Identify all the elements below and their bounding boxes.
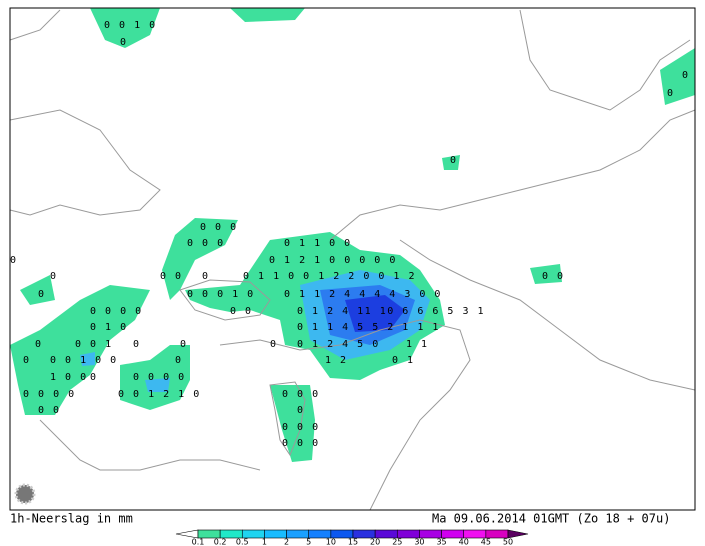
grid-value: 0 [202, 271, 210, 282]
grid-value: 0 1 1 0 0 [284, 238, 352, 249]
colorbar-label: 2 [284, 538, 289, 546]
legend-title: 1h-Neerslag in mm [10, 512, 133, 526]
grid-value: 0 0 0 0 [90, 306, 143, 317]
colorbar-label: 0.2 [214, 538, 227, 546]
grid-value: 0 [450, 155, 458, 166]
grid-value: 0 0 [230, 306, 253, 317]
colorbar-label: 30 [414, 538, 424, 546]
colorbar-label: 25 [392, 538, 402, 546]
grid-value: 1 0 0 [50, 372, 88, 383]
grid-value: 0 0 0 [282, 389, 320, 400]
colorbar-label: 10 [326, 538, 336, 546]
grid-value: 0 0 0 0 [133, 372, 186, 383]
grid-value: 0 1 1 2 4 4 4 4 3 0 0 [284, 289, 442, 300]
grid-value: 0 1 2 1 0 0 0 0 0 [269, 255, 397, 266]
colorbar-label: 5 [306, 538, 311, 546]
grid-value: 0 [120, 37, 128, 48]
grid-value: 0 [682, 70, 690, 81]
colorbar-label: 15 [348, 538, 358, 546]
grid-value: 0 0 [542, 271, 565, 282]
grid-value: 0 0 0 [282, 438, 320, 449]
grid-value: 0 [35, 339, 43, 350]
grid-value: 0 [50, 271, 58, 282]
grid-value: 0 [133, 339, 141, 350]
colorbar-end [507, 529, 529, 539]
grid-value: 0 1 1 0 0 1 2 2 0 0 1 2 [243, 271, 416, 282]
grid-value: 0 1 2 4 11 10 6 6 6 5 3 1 [297, 306, 485, 317]
grid-value: 0 [23, 355, 31, 366]
grid-value: 1 2 [325, 355, 348, 366]
grid-value: 0 [180, 339, 188, 350]
grid-value: 0 1 0 [90, 322, 128, 333]
grid-value: 0 [297, 405, 305, 416]
grid-value: 1 1 [406, 339, 429, 350]
grid-value: 0 [175, 355, 183, 366]
colorbar-label: 45 [481, 538, 491, 546]
grid-value: 0 0 1 2 1 0 [118, 389, 201, 400]
colorbar-label: 0.1 [192, 538, 205, 546]
colorbar-label: 0.5 [236, 538, 249, 546]
grid-value: 0 0 0 1 0 [187, 289, 255, 300]
colorbar-label: 20 [370, 538, 380, 546]
grid-value: 0 1 1 4 5 5 2 1 1 1 [297, 322, 440, 333]
grid-value: 0 0 1 0 0 [50, 355, 118, 366]
colorbar-label: 1 [262, 538, 267, 546]
colorbar-label: 50 [503, 538, 513, 546]
precipitation-areas [10, 8, 695, 462]
colorbar-label: 35 [436, 538, 446, 546]
timestamp: Ma 09.06.2014 01GMT (Zo 18 + 07u) [432, 512, 670, 526]
grid-value: 0 1 [392, 355, 415, 366]
colorbar-label: 40 [459, 538, 469, 546]
grid-value: 0 0 0 0 [23, 389, 76, 400]
grid-value: 0 [38, 289, 46, 300]
grid-value: 0 0 [38, 405, 61, 416]
grid-value: 0 1 2 4 5 0 [297, 339, 380, 350]
grid-value: 0 0 1 [75, 339, 113, 350]
grid-value: 0 0 0 [282, 422, 320, 433]
grid-value: 0 0 1 0 [104, 20, 157, 31]
coastlines [9, 9, 696, 511]
logo [14, 483, 36, 505]
grid-value: 0 0 0 [187, 238, 225, 249]
grid-value: 0 [90, 372, 98, 383]
grid-value: 0 [667, 88, 675, 99]
grid-value: 0 0 [160, 271, 183, 282]
grid-value: 0 0 0 [200, 222, 238, 233]
grid-value: 0 [270, 339, 278, 350]
grid-value: 0 [10, 255, 18, 266]
map-frame [9, 7, 696, 511]
colorbar: 0.1 0.2 0.5 1 2 5 10 15 20 25 30 35 40 45 50 [175, 529, 529, 546]
